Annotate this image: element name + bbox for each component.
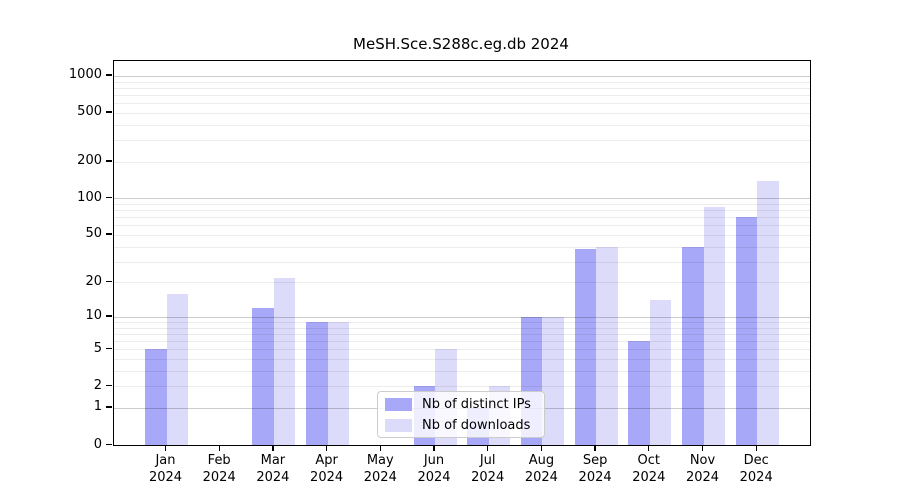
x-tick-mark (701, 445, 704, 451)
x-tick-label: Jan 2024 (148, 453, 183, 485)
y-tick-mark (106, 347, 112, 350)
x-tick-label: Sep 2024 (578, 453, 612, 485)
bar-oct-distinct-ips (628, 341, 650, 445)
bar-nov-downloads (703, 207, 725, 445)
bar-sep-distinct-ips (574, 249, 597, 445)
y-tick-label: 0 (93, 436, 102, 452)
gridline-minor (114, 94, 810, 96)
gridline-major (114, 198, 810, 200)
y-tick-label: 50 (85, 226, 102, 242)
x-tick-mark (433, 445, 435, 451)
x-tick-label: Oct 2024 (632, 453, 666, 485)
x-tick-label: Apr 2024 (310, 453, 344, 485)
legend-label-downloads: Nb of downloads (422, 417, 531, 433)
bar-apr-downloads (327, 322, 350, 445)
y-tick-mark (106, 315, 112, 317)
legend-item-distinct-ips: Nb of distinct IPs (378, 394, 544, 415)
bar-jan-downloads (166, 293, 188, 445)
gridline-minor (114, 103, 810, 105)
legend: Nb of distinct IPs Nb of downloads (377, 391, 545, 438)
y-tick-label: 1000 (68, 67, 102, 83)
x-tick-mark (325, 445, 328, 451)
gridline-minor (114, 161, 810, 163)
x-tick-mark (648, 445, 650, 451)
y-tick-mark (106, 196, 112, 199)
bar-aug-downloads (542, 316, 564, 445)
x-tick-label: May 2024 (363, 453, 397, 485)
x-tick-label: Mar 2024 (256, 453, 290, 485)
gridline-minor (114, 87, 810, 89)
x-tick-mark (218, 445, 220, 451)
x-tick-label: Jun 2024 (417, 453, 451, 485)
y-tick-mark (106, 160, 112, 162)
y-tick-mark (106, 406, 112, 408)
y-tick-mark (106, 111, 112, 113)
gridline-minor (114, 112, 810, 114)
gridline-major (114, 75, 810, 77)
x-tick-mark (487, 445, 489, 451)
gridline-minor (114, 81, 810, 83)
y-tick-label: 20 (85, 273, 102, 289)
x-tick-label: Dec 2024 (739, 453, 773, 485)
bar-jan-distinct-ips (145, 349, 167, 445)
bar-nov-distinct-ips (682, 246, 704, 445)
x-tick-label: Jul 2024 (471, 453, 505, 485)
y-tick-mark (106, 280, 112, 283)
bar-oct-downloads (649, 300, 672, 445)
downloads-swatch-icon (385, 418, 412, 432)
y-tick-label: 10 (85, 308, 102, 324)
bar-dec-downloads (757, 180, 779, 445)
x-tick-mark (379, 445, 381, 451)
y-tick-label: 2 (93, 377, 102, 393)
y-tick-label: 5 (93, 340, 102, 356)
y-tick-mark (106, 233, 112, 235)
x-tick-mark (540, 445, 543, 451)
x-tick-mark (594, 445, 596, 451)
legend-item-downloads: Nb of downloads (378, 415, 544, 436)
y-tick-mark (106, 384, 112, 387)
x-tick-mark (164, 445, 167, 451)
bar-sep-downloads (596, 246, 618, 445)
bar-mar-downloads (273, 277, 296, 445)
y-tick-label: 100 (77, 189, 102, 205)
x-tick-mark (755, 445, 757, 451)
y-tick-mark (106, 443, 112, 445)
gridline-minor (114, 140, 810, 142)
y-tick-label: 500 (77, 104, 102, 120)
y-tick-label: 1 (93, 399, 102, 415)
x-tick-mark (272, 445, 274, 451)
legend-label-distinct-ips: Nb of distinct IPs (422, 396, 531, 412)
bar-dec-distinct-ips (735, 217, 758, 445)
bar-mar-distinct-ips (252, 307, 274, 445)
x-tick-label: Aug 2024 (524, 453, 558, 485)
chart-title: MeSH.Sce.S288c.eg.db 2024 (353, 35, 569, 53)
x-tick-label: Feb 2024 (202, 453, 236, 485)
gridline-minor (114, 204, 810, 206)
gridline-minor (114, 124, 810, 126)
y-tick-mark (106, 74, 112, 76)
plot-area (113, 60, 811, 446)
x-tick-label: Nov 2024 (685, 453, 720, 485)
bar-apr-distinct-ips (306, 322, 328, 445)
distinct-ips-swatch-icon (385, 397, 412, 411)
y-tick-label: 200 (77, 153, 102, 169)
